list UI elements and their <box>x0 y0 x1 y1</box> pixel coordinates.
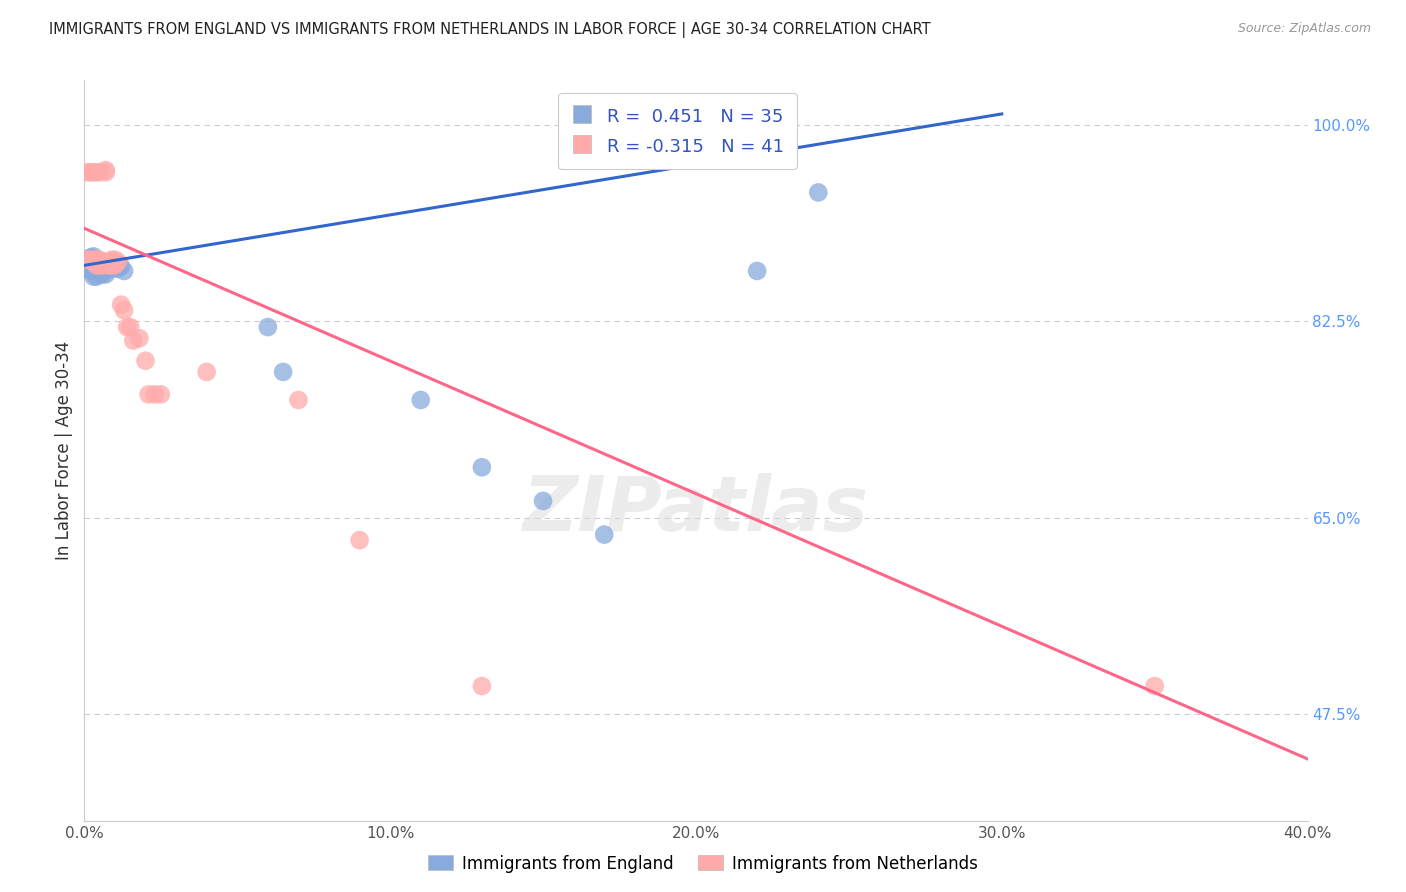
Point <box>257 320 280 334</box>
Point <box>76 252 98 267</box>
Point <box>83 249 105 263</box>
Point <box>97 259 120 273</box>
Point <box>89 255 111 269</box>
Point <box>91 268 114 282</box>
Point <box>83 252 105 267</box>
Point <box>76 261 98 276</box>
Point <box>104 256 127 270</box>
Point <box>112 303 135 318</box>
Point <box>94 268 117 282</box>
Point <box>104 252 127 267</box>
Point <box>101 261 124 276</box>
Point <box>94 163 117 178</box>
Point <box>349 533 371 548</box>
Point <box>94 255 117 269</box>
Point <box>747 264 769 278</box>
Point <box>86 261 108 276</box>
Text: ZIPatlas: ZIPatlas <box>523 473 869 547</box>
Point <box>91 255 114 269</box>
Point <box>83 269 105 284</box>
Text: Source: ZipAtlas.com: Source: ZipAtlas.com <box>1237 22 1371 36</box>
Point <box>128 331 150 345</box>
Point <box>89 259 111 273</box>
Point <box>86 252 108 267</box>
Point <box>89 268 111 282</box>
Point <box>195 365 218 379</box>
Point <box>86 259 108 273</box>
Point <box>107 255 129 269</box>
Point <box>86 165 108 179</box>
Point <box>83 255 105 269</box>
Point <box>143 387 166 401</box>
Point <box>91 259 114 273</box>
Point <box>91 260 114 275</box>
Legend: Immigrants from England, Immigrants from Netherlands: Immigrants from England, Immigrants from… <box>422 848 984 880</box>
Point <box>101 259 124 273</box>
Point <box>83 165 105 179</box>
Point <box>112 264 135 278</box>
Point <box>110 260 132 274</box>
Point <box>79 251 101 265</box>
Y-axis label: In Labor Force | Age 30-34: In Labor Force | Age 30-34 <box>55 341 73 560</box>
Point <box>89 260 111 275</box>
Point <box>271 365 294 379</box>
Point <box>471 679 494 693</box>
Point <box>287 392 309 407</box>
Point <box>97 256 120 270</box>
Point <box>110 298 132 312</box>
Point <box>807 186 830 200</box>
Point <box>83 255 105 269</box>
Legend: R =  0.451   N = 35, R = -0.315   N = 41: R = 0.451 N = 35, R = -0.315 N = 41 <box>558 93 797 169</box>
Point <box>86 255 108 269</box>
Point <box>79 252 101 267</box>
Point <box>531 494 554 508</box>
Point <box>79 165 101 179</box>
Point <box>149 387 172 401</box>
Text: IMMIGRANTS FROM ENGLAND VS IMMIGRANTS FROM NETHERLANDS IN LABOR FORCE | AGE 30-3: IMMIGRANTS FROM ENGLAND VS IMMIGRANTS FR… <box>49 22 931 38</box>
Point <box>86 255 108 269</box>
Point <box>76 255 98 269</box>
Point <box>94 165 117 179</box>
Point <box>89 252 111 267</box>
Point <box>97 255 120 269</box>
Point <box>101 252 124 267</box>
Point <box>97 260 120 275</box>
Point <box>471 460 494 475</box>
Point <box>138 387 160 401</box>
Point <box>107 261 129 276</box>
Point <box>122 334 145 348</box>
Point <box>115 320 138 334</box>
Point <box>593 527 616 541</box>
Point <box>409 392 432 407</box>
Point <box>79 264 101 278</box>
Point <box>120 320 142 334</box>
Point <box>135 353 157 368</box>
Point <box>94 260 117 275</box>
Point <box>86 269 108 284</box>
Point <box>91 255 114 269</box>
Point <box>83 261 105 276</box>
Point <box>76 165 98 179</box>
Point <box>104 259 127 273</box>
Point <box>79 259 101 273</box>
Point <box>89 165 111 179</box>
Point <box>1143 679 1166 693</box>
